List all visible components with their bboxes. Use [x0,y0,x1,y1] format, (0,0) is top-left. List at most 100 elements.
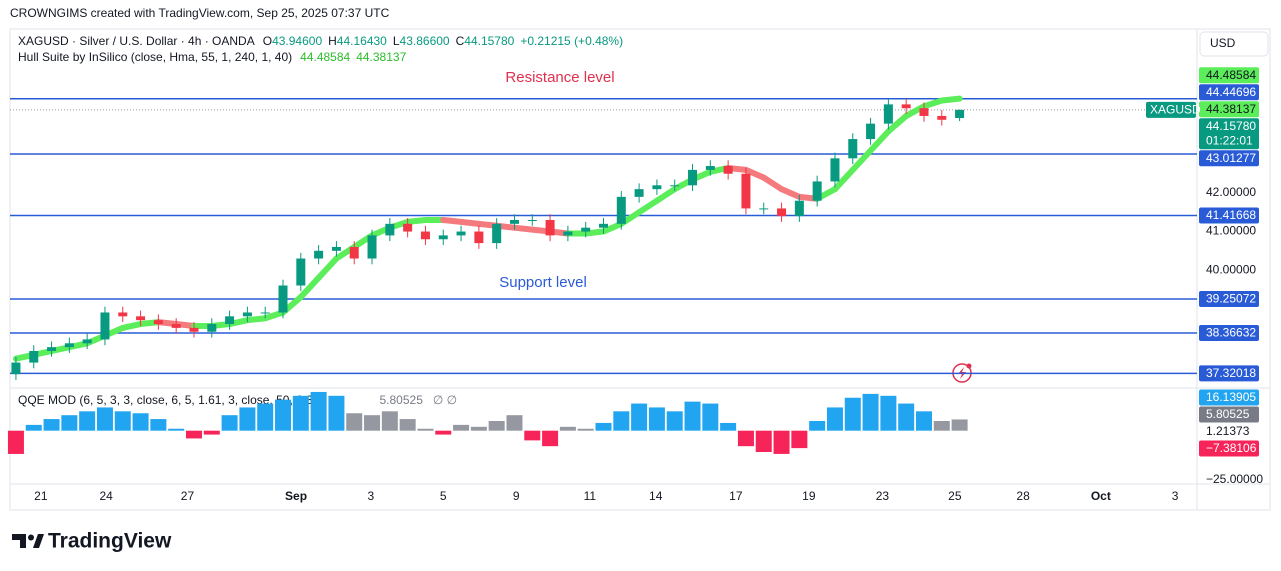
x-tick-label: 24 [99,489,113,503]
logo-shape [28,534,34,541]
legend-main: XAGUSD · Silver / U.S. Dollar · 4h · OAN… [18,34,623,48]
x-tick-label: 25 [948,489,962,503]
level-tag-bg [1199,325,1259,342]
y-tick-label: 41.00000 [1206,224,1256,238]
candle-body [634,189,644,197]
qqe-bar [524,430,541,441]
brand-logo[interactable]: TradingView [12,530,172,553]
legend-key: L [393,34,400,48]
logo-shape [33,534,44,548]
hull-segment [636,197,660,216]
legend-value: 44.15780 [464,34,514,48]
qqe-bar [150,419,167,431]
candle-body [278,285,288,313]
header: CROWNGIMS created with TradingView.com, … [10,6,390,20]
x-tick-label: 5 [440,489,447,503]
level-tag-bg [1199,84,1259,101]
qqe-bar [399,419,416,431]
qqe-extra: ∅ ∅ [433,393,457,407]
candle-body [420,231,430,240]
qqe-bar [417,428,434,431]
candle-body [331,246,341,251]
hull-segment [315,255,340,281]
qqe-tag-bg [1199,389,1259,406]
qqe-bar [933,421,950,431]
qqe-bar [559,426,576,431]
qqe-bar [257,403,274,431]
legend-key: H [328,34,337,48]
candle-body [492,223,502,244]
candle-body [47,347,57,352]
level-tag: 41.41668 [1206,208,1256,222]
x-tick-label: 21 [34,489,48,503]
candle-body [777,208,787,217]
last-price-tag-bg [1199,118,1259,150]
annotation: Resistance level [505,69,614,86]
x-tick-label: 28 [1016,489,1030,503]
hull-segment [297,274,322,301]
qqe-bar [275,399,292,431]
qqe-bar [720,422,737,431]
candle-body [509,219,519,224]
hull-segment [653,186,678,204]
qqe-bar [684,401,701,431]
qqe-bar [880,395,897,431]
candle-body [100,312,110,340]
x-tick-label: 11 [584,489,597,503]
currency-box[interactable] [1199,31,1269,57]
level-tag-bg [1199,290,1259,307]
qqe-bar [168,428,185,431]
qqe-bar [185,430,202,439]
x-tick-label: 19 [802,489,816,503]
x-tick-label: 14 [649,489,663,503]
candle-body [830,158,840,182]
x-tick-label: Oct [1091,489,1111,503]
qqe-bar [25,424,42,431]
qqe-bar [114,411,131,431]
legend-symbol: XAGUSD · Silver / U.S. Dollar · 4h · OAN… [18,34,255,48]
candle-body [616,196,626,224]
candle-body [260,312,270,314]
x-tick-label: 3 [1172,489,1179,503]
level-tag: 38.36632 [1206,326,1256,340]
qqe-bar [826,407,843,431]
qqe-bar [702,403,719,431]
hull-segment [920,97,945,110]
hull-segment [903,103,927,119]
qqe-tick-label: 1.21373 [1206,424,1250,438]
qqe-bar [898,403,915,431]
candle-body [581,227,591,232]
candle-body [670,185,680,187]
x-tick-label: 27 [181,489,195,503]
qqe-tag: −7.38106 [1206,441,1257,455]
qqe-bar [453,424,470,431]
qqe-bar [648,407,665,431]
hull-segment [600,220,625,235]
qqe-bar [61,415,78,431]
candle-body [64,343,74,348]
candle-body [955,109,965,119]
candle-body [403,223,413,232]
hull-tag: 44.48584 [1206,68,1256,82]
qqe-bar [862,393,879,431]
candle-body [652,185,662,190]
qqe-bar [755,430,772,452]
legend-key: C [456,34,465,48]
qqe-bar [631,403,648,431]
legend-change: +0.21215 (+0.48%) [520,34,623,48]
candle-body [314,250,324,259]
x-tick-label: 9 [513,489,520,503]
hull-segment [831,166,856,193]
hull-segment [885,112,910,135]
candle-body [919,108,929,116]
brand-name: TradingView [48,530,172,553]
candle-body [189,327,199,332]
qqe-bar [488,421,505,431]
candle-body [937,115,947,120]
x-tick-label: 3 [368,489,375,503]
hull-value: 44.38137 [356,50,406,64]
level-tag-bg [1199,365,1259,382]
x-tick-label: 23 [876,489,890,503]
qqe-bar [346,413,363,431]
candle-body [296,258,306,286]
